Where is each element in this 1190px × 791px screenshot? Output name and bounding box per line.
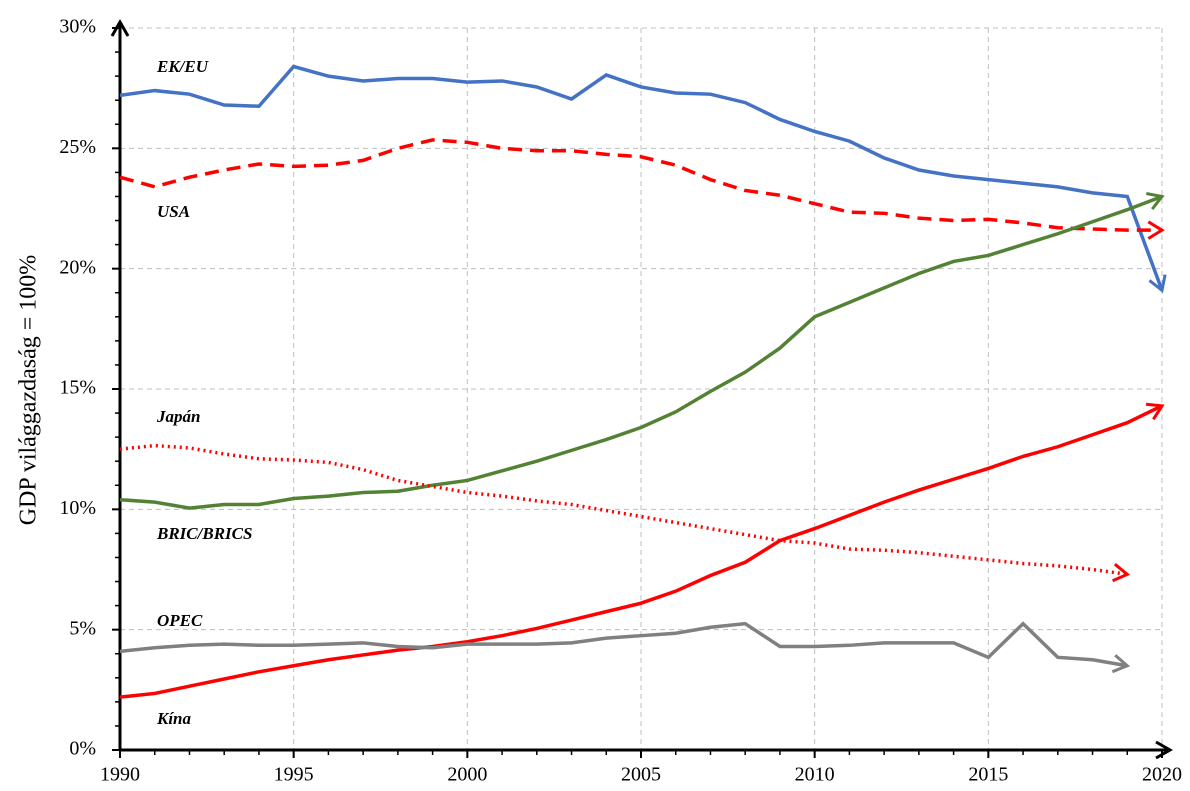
y-tick-label: 10%	[59, 497, 96, 519]
x-axis-arrow	[1155, 740, 1174, 760]
series-name: USA	[157, 202, 190, 221]
series-line	[119, 138, 1162, 232]
series-line	[119, 194, 1163, 510]
x-tick-label: 1995	[274, 764, 314, 786]
series-line	[119, 443, 1128, 577]
y-tick-label: 30%	[59, 16, 96, 38]
series-line	[119, 621, 1128, 668]
x-tick-label: 1990	[100, 764, 140, 786]
series-name: EK/EU	[156, 57, 209, 76]
series-name: Kína	[156, 709, 192, 728]
series-name: OPEC	[157, 611, 203, 630]
series-name: BRIC/BRICS	[156, 524, 252, 543]
series-line	[119, 64, 1164, 291]
arrow-head	[1111, 654, 1131, 674]
arrow-head	[1112, 562, 1131, 583]
y-tick-label: 20%	[59, 256, 96, 278]
x-tick-label: 2010	[795, 764, 835, 786]
x-tick-label: 2020	[1142, 764, 1182, 786]
arrow-head	[1146, 192, 1165, 211]
y-tick-label: 5%	[69, 617, 96, 639]
y-tick-label: 0%	[69, 738, 96, 760]
arrow-head	[1148, 274, 1167, 294]
y-axis-label: GDP világgazdaság = 100%	[16, 255, 42, 526]
y-axis-arrow	[110, 18, 130, 37]
y-tick-label: 15%	[59, 377, 96, 399]
arrow-head	[1147, 220, 1165, 240]
arrow-head	[1145, 402, 1165, 421]
series-name: Japán	[156, 407, 200, 426]
x-tick-label: 2000	[447, 764, 487, 786]
x-tick-label: 2015	[968, 764, 1008, 786]
x-tick-label: 2005	[621, 764, 661, 786]
series-line	[119, 404, 1163, 699]
y-tick-label: 25%	[59, 136, 96, 158]
